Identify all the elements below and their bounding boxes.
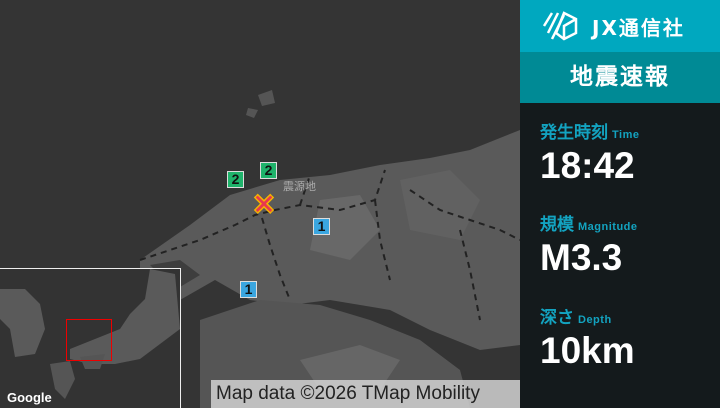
- magnitude-label-en: Magnitude: [578, 221, 638, 233]
- brand-name: JX通信社: [592, 15, 685, 40]
- intensity-marker[interactable]: 1: [313, 218, 330, 235]
- time-section: 発生時刻 Time 18:42: [540, 122, 639, 186]
- epicenter-cross-icon: ✕: [252, 188, 276, 221]
- depth-label: 深さ: [540, 308, 574, 328]
- depth-value: 10km: [540, 330, 635, 371]
- time-value: 18:42: [540, 145, 635, 186]
- overview-map: Google: [0, 268, 181, 408]
- time-label: 発生時刻: [540, 123, 608, 143]
- magnitude-value: M3.3: [540, 237, 623, 278]
- epicenter-label: 震源地: [283, 180, 316, 193]
- map[interactable]: 2 2 震源地 ✕ 1 1 Google Map data ©2026 TMap…: [0, 0, 520, 408]
- brand-header: JX通信社: [520, 0, 720, 52]
- map-attribution: Map data ©2026 TMap Mobility: [211, 380, 520, 408]
- depth-section: 深さ Depth 10km: [540, 307, 635, 371]
- intensity-marker: 1: [240, 281, 257, 298]
- intensity-marker[interactable]: 2: [227, 171, 244, 188]
- magnitude-section: 規模 Magnitude M3.3: [540, 214, 638, 278]
- intensity-marker[interactable]: 2: [260, 162, 277, 179]
- depth-label-en: Depth: [578, 314, 612, 326]
- panel-title: 地震速報: [520, 52, 720, 103]
- jx-logo-icon: [542, 11, 578, 41]
- time-label-en: Time: [612, 129, 640, 141]
- overview-land: [0, 269, 180, 399]
- quake-info-panel: JX通信社 地震速報 発生時刻 Time 18:42 規模 Magnitude M3…: [520, 0, 720, 408]
- magnitude-label: 規模: [540, 215, 574, 235]
- view-area-box: [66, 319, 112, 361]
- google-logo: Google: [7, 390, 52, 405]
